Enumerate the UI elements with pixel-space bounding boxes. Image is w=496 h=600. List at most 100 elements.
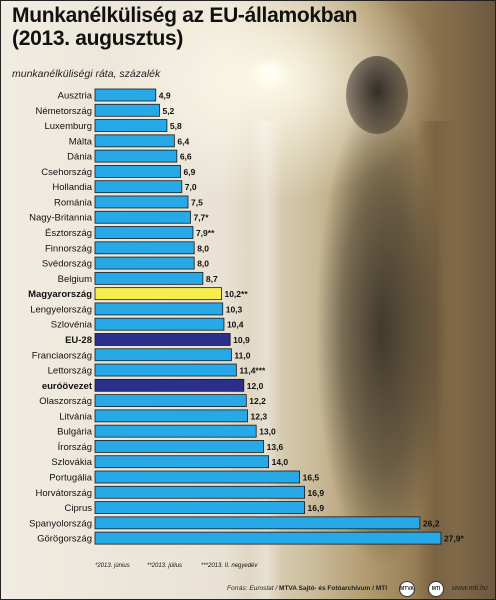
category-label: Magyarország — [28, 289, 92, 300]
value-label: 10,2** — [224, 289, 248, 299]
bar — [94, 348, 232, 362]
person-silhouette — [316, 96, 446, 566]
category-label: Svédország — [42, 259, 92, 270]
category-label: Portugália — [49, 473, 92, 484]
category-label: Luxemburg — [44, 121, 92, 132]
bar — [94, 378, 245, 392]
bar — [94, 256, 195, 270]
mti-logo: MTI — [428, 581, 444, 597]
source-prefix: Forrás: Eurostat / — [227, 585, 280, 592]
value-label: 26,2 — [423, 518, 440, 528]
value-label: 12,0 — [247, 381, 264, 391]
value-label: 14,0 — [272, 457, 289, 467]
value-label: 8,0 — [197, 243, 209, 253]
value-label: 11,0 — [234, 350, 250, 360]
bar — [94, 88, 157, 102]
value-label: 4,9 — [159, 91, 171, 101]
category-label: Lettország — [48, 366, 92, 377]
value-label: 10,9 — [233, 335, 250, 345]
bar — [94, 501, 305, 514]
bar — [94, 516, 421, 530]
mtva-logo: MTVA — [399, 581, 415, 597]
source-bold: MTVA Sajtó- és Fotóarchívum / MTI — [279, 585, 388, 592]
category-label: Horvátország — [36, 488, 93, 499]
footnote: ***2013. II. negyedév — [201, 563, 258, 569]
mti-logo-text: MTI — [431, 586, 441, 592]
footnote: *2013. június — [95, 563, 130, 569]
value-label: 6,9 — [184, 167, 196, 177]
value-label: 5,8 — [170, 121, 182, 131]
category-label: Nagy-Britannia — [29, 213, 93, 224]
value-label: 10,4 — [227, 320, 244, 330]
value-label: 13,0 — [259, 427, 276, 437]
category-label: Bulgária — [57, 427, 93, 438]
value-label: 7,5 — [191, 197, 203, 207]
bar — [94, 210, 191, 224]
category-label: Csehország — [41, 167, 92, 178]
category-label: Lengyelország — [30, 304, 92, 315]
value-label: 6,4 — [177, 136, 189, 146]
person-head-silhouette — [346, 56, 408, 134]
category-label: Németország — [36, 106, 93, 117]
value-label: 7,9** — [196, 228, 215, 238]
category-label: Ausztria — [58, 91, 93, 102]
value-label: 12,3 — [251, 411, 268, 421]
category-label: Görögország — [37, 534, 92, 545]
value-label: 5,2 — [162, 106, 174, 116]
footnote: **2013. július — [147, 563, 182, 569]
category-label: Hollandia — [52, 182, 92, 193]
chart-title: Munkanélküliség az EU-államokban (2013. … — [12, 4, 358, 50]
bar — [94, 134, 175, 148]
value-label: 16,9 — [308, 488, 325, 498]
bar — [94, 149, 178, 163]
bar — [94, 485, 305, 499]
bar — [94, 241, 195, 255]
value-label: 7,7* — [193, 213, 209, 223]
bar — [94, 195, 189, 209]
bar — [94, 317, 225, 331]
category-label: Belgium — [58, 274, 92, 285]
category-label: EU-28 — [65, 335, 92, 346]
source-url: www.mti.hu — [452, 585, 488, 592]
category-label: Litvánia — [59, 411, 92, 422]
bar — [94, 363, 237, 377]
category-label: Írország — [58, 442, 92, 453]
bar — [94, 424, 257, 438]
category-label: Málta — [69, 136, 93, 147]
value-label: 10,3 — [226, 304, 243, 314]
bar — [94, 333, 231, 346]
bar — [94, 287, 222, 301]
category-label: Románia — [54, 197, 93, 208]
category-label: Szlovénia — [51, 320, 93, 331]
bar — [94, 180, 183, 194]
category-label: Szlovákia — [51, 457, 92, 468]
bar — [94, 119, 168, 132]
value-label: 11,4*** — [239, 366, 266, 376]
value-label: 6,6 — [180, 152, 192, 162]
chart-subtitle: munkanélküliségi ráta, százalék — [12, 68, 161, 80]
value-label: 13,6 — [267, 442, 284, 452]
source-credit: Forrás: Eurostat / MTVA Sajtó- és Fotóar… — [227, 585, 387, 592]
bar — [94, 271, 204, 285]
value-label: 7,0 — [185, 182, 197, 192]
value-label: 12,2 — [249, 396, 266, 406]
bar-chart: Ausztria 4,9 Németország 5,2 Luxemburg 5,8 Mál… — [28, 88, 465, 569]
bar — [94, 531, 442, 545]
bar — [94, 302, 224, 316]
value-label: 16,9 — [308, 503, 325, 513]
category-label: euróövezet — [42, 381, 93, 392]
bar — [94, 226, 194, 239]
bar — [94, 103, 160, 117]
category-label: Olaszország — [39, 396, 92, 407]
category-label: Ciprus — [65, 503, 93, 514]
category-label: Észtország — [45, 228, 92, 239]
value-label: 8,0 — [197, 259, 209, 269]
bar — [94, 394, 247, 408]
category-label: Dánia — [67, 152, 93, 163]
category-label: Spanyolország — [29, 518, 92, 529]
value-label: 27,9* — [444, 534, 465, 544]
mtva-logo-text: MTVA — [400, 586, 414, 592]
value-label: 8,7 — [206, 274, 218, 284]
value-label: 16,5 — [303, 473, 320, 483]
